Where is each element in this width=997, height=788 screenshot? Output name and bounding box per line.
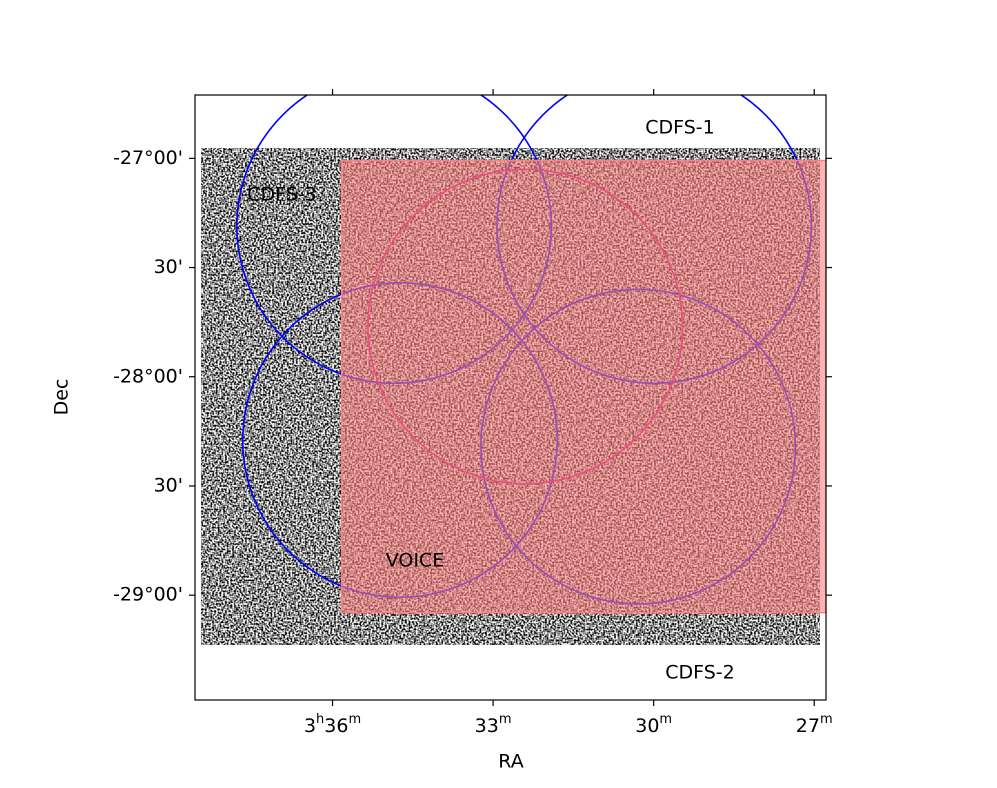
survey-region	[340, 159, 826, 614]
circle-label: CDFS-1	[645, 117, 715, 139]
x-axis-label: RA	[498, 751, 523, 773]
circle-label: CDFS-3	[247, 184, 317, 206]
y-tick-label: 30'	[154, 256, 183, 278]
y-tick-label: 30'	[154, 474, 183, 496]
x-tick-label: 3h36m	[304, 712, 361, 737]
region-label: VOICE	[386, 550, 445, 572]
x-tick-label: 33m	[475, 712, 512, 737]
axes-frame	[194, 94, 827, 701]
y-tick-label: -28°00'	[113, 365, 183, 387]
circle-label: CDFS-2	[665, 662, 735, 684]
y-tick-label: -29°00'	[113, 584, 183, 606]
x-tick-label: 30m	[635, 712, 672, 737]
x-tick-label: 27m	[796, 712, 833, 737]
y-tick-label: -27°00'	[113, 147, 183, 169]
y-axis-label: Dec	[51, 379, 73, 416]
